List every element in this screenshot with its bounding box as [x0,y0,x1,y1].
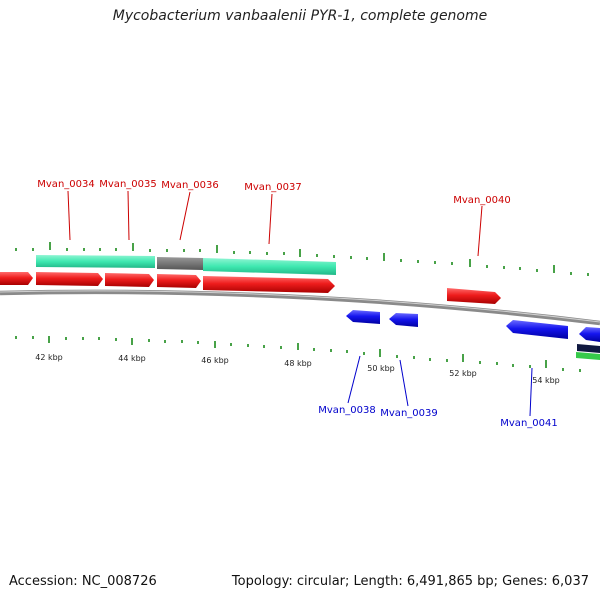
genome-backbone-arc [0,289,600,326]
kbp-label-48: 48 kbp [284,359,312,368]
kbp-label-46: 46 kbp [201,356,229,365]
genome-summary-text: Topology: circular; Length: 6,491,865 bp… [231,574,589,589]
accession-text: Accession: NC_008726 [9,574,157,589]
gene-label-mvan-0041[interactable]: Mvan_0041 [500,418,557,429]
kbp-label-44: 44 kbp [118,354,146,363]
reverse-gene-arrow[interactable] [346,310,380,324]
gene-label-mvan-0037[interactable]: Mvan_0037 [244,182,301,193]
reverse-gene-arrow[interactable] [389,313,418,327]
feature-block-gray[interactable] [157,257,203,270]
forward-gene-arrow[interactable] [157,274,201,288]
forward-genes [0,272,501,304]
inner-tick-row [15,336,581,372]
kbp-label-54: 54 kbp [532,376,560,385]
gene-label-mvan-0040[interactable]: Mvan_0040 [453,195,510,206]
gene-label-mvan-0038[interactable]: Mvan_0038 [318,405,375,416]
forward-gene-arrow[interactable] [447,288,501,304]
forward-gene-arrow[interactable] [36,272,103,286]
kbp-label-50: 50 kbp [367,364,395,373]
kbp-label-42: 42 kbp [35,353,63,362]
gene-label-mvan-0036[interactable]: Mvan_0036 [161,180,218,191]
forward-gene-arrow[interactable] [105,273,154,287]
forward-gene-arrow[interactable] [203,276,335,293]
reverse-gene-labels [347,355,533,417]
genome-backbone-highlight [0,290,600,323]
gene-label-mvan-0039[interactable]: Mvan_0039 [380,408,437,419]
feature-track [36,255,336,275]
reverse-gene-arrow[interactable] [579,327,600,342]
feature-block-cyan[interactable] [36,255,155,268]
forward-gene-arrow[interactable] [0,272,33,285]
kbp-label-52: 52 kbp [449,369,477,378]
gene-label-mvan-0034[interactable]: Mvan_0034 [37,179,94,190]
gene-label-mvan-0035[interactable]: Mvan_0035 [99,179,156,190]
dark-feature-block[interactable] [577,344,600,353]
reverse-genes [346,310,600,360]
feature-block-cyan[interactable] [203,258,336,275]
forward-gene-labels [67,190,483,257]
reverse-gene-arrow[interactable] [506,320,568,339]
green-feature-block[interactable] [576,352,600,360]
map-title: Mycobacterium vanbaalenii PYR-1, complet… [112,8,488,24]
outer-tick-row [15,242,589,276]
